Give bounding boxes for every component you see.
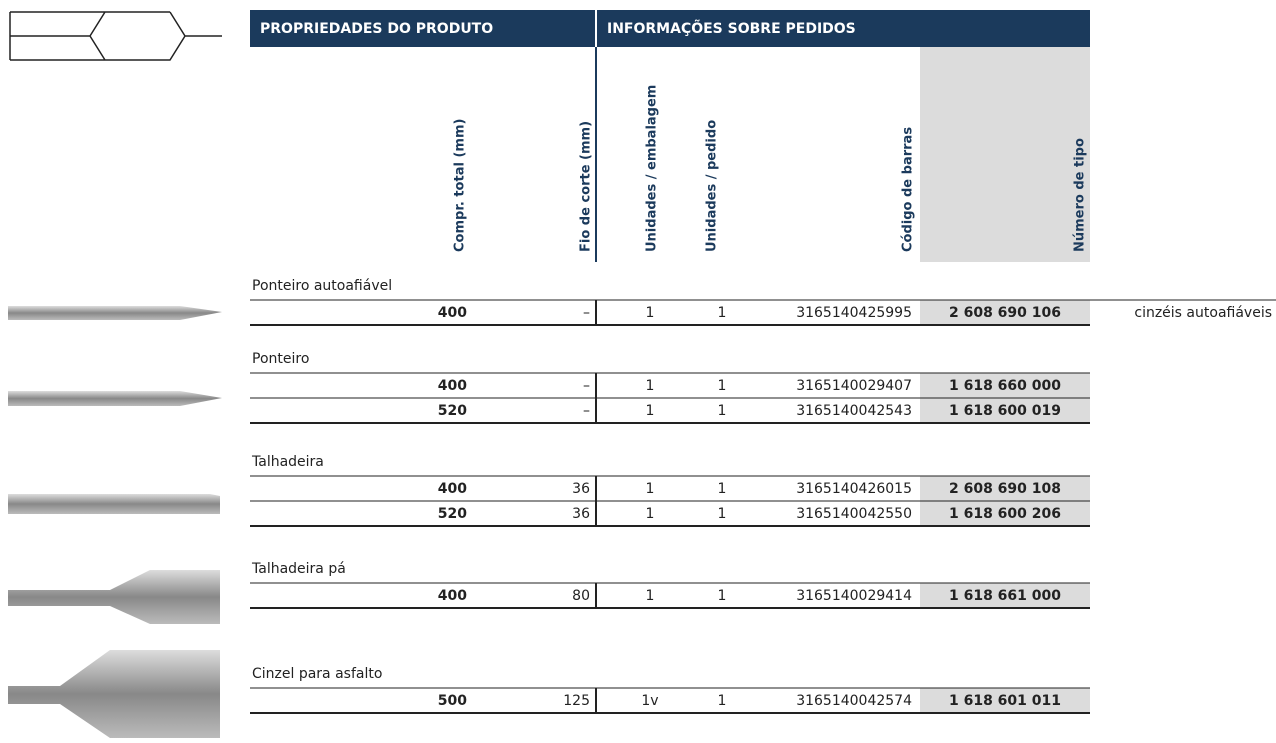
group-label: Ponteiro autoafiável xyxy=(252,278,392,294)
cell: 3165140029414 xyxy=(796,588,912,604)
cell: 1 xyxy=(718,378,727,394)
cell: 500 xyxy=(438,693,467,709)
cell: 1 618 600 206 xyxy=(949,506,1061,522)
cell: 36 xyxy=(572,506,590,522)
highlight-cell xyxy=(920,501,1090,526)
cell: 3165140426015 xyxy=(796,481,912,497)
group-label: Ponteiro xyxy=(252,351,309,367)
highlight-cell xyxy=(920,398,1090,423)
cell: 520 xyxy=(438,403,467,419)
highlight-column xyxy=(920,47,1090,262)
cell: 1 xyxy=(718,506,727,522)
highlight-cell xyxy=(920,373,1090,398)
cell: 1v xyxy=(641,693,658,709)
cell: 400 xyxy=(438,481,467,497)
column-header: Compr. total (mm) xyxy=(453,119,468,252)
cell: 1 xyxy=(646,481,655,497)
cell: 1 xyxy=(646,378,655,394)
cell: 1 xyxy=(646,588,655,604)
cell: 1 xyxy=(718,481,727,497)
cell: 3165140042543 xyxy=(796,403,912,419)
cell: 2 608 690 106 xyxy=(949,305,1061,321)
cell: 3165140042550 xyxy=(796,506,912,522)
group-label: Talhadeira pá xyxy=(251,561,346,577)
outline-drawing xyxy=(9,11,222,61)
cell: 400 xyxy=(438,378,467,394)
cell: 1 xyxy=(718,693,727,709)
cell: – xyxy=(583,378,590,394)
column-header: Número de tipo xyxy=(1073,138,1088,252)
group-label: Talhadeira xyxy=(251,454,324,470)
column-header: Fio de corte (mm) xyxy=(579,121,594,252)
cell: 1 618 601 011 xyxy=(949,693,1061,709)
cell: 1 xyxy=(646,305,655,321)
highlight-cell xyxy=(920,583,1090,608)
column-header: Código de barras xyxy=(901,127,916,252)
cell: 1 xyxy=(718,305,727,321)
cell: 125 xyxy=(563,693,590,709)
cell: 3165140042574 xyxy=(796,693,912,709)
cell: 1 xyxy=(718,403,727,419)
section-title: PROPRIEDADES DO PRODUTO xyxy=(260,21,493,37)
cell: 400 xyxy=(438,588,467,604)
cell: 1 618 600 019 xyxy=(949,403,1061,419)
cell: 1 xyxy=(718,588,727,604)
cell: 80 xyxy=(572,588,590,604)
cell: 1 xyxy=(646,506,655,522)
section-title: INFORMAÇÕES SOBRE PEDIDOS xyxy=(607,19,856,37)
cell: 1 618 661 000 xyxy=(949,588,1061,604)
highlight-cell xyxy=(920,300,1090,325)
highlight-cell xyxy=(920,476,1090,501)
cell: 1 xyxy=(646,403,655,419)
cell: 1 618 660 000 xyxy=(949,378,1061,394)
cell: 36 xyxy=(572,481,590,497)
cell: – xyxy=(583,305,590,321)
cell: 520 xyxy=(438,506,467,522)
group-label: Cinzel para asfalto xyxy=(252,666,382,682)
cell: – xyxy=(583,403,590,419)
header-bar xyxy=(250,10,1090,47)
cell: 3165140425995 xyxy=(796,305,912,321)
cell: 400 xyxy=(438,305,467,321)
note: cinzéis autoafiáveis xyxy=(1134,305,1272,321)
tool-images xyxy=(8,306,222,738)
highlight-cell xyxy=(920,688,1090,713)
column-header: Unidades / embalagem xyxy=(645,85,660,252)
column-header: Unidades / pedido xyxy=(705,120,720,252)
cell: 3165140029407 xyxy=(796,378,912,394)
cell: 2 608 690 108 xyxy=(949,481,1061,497)
